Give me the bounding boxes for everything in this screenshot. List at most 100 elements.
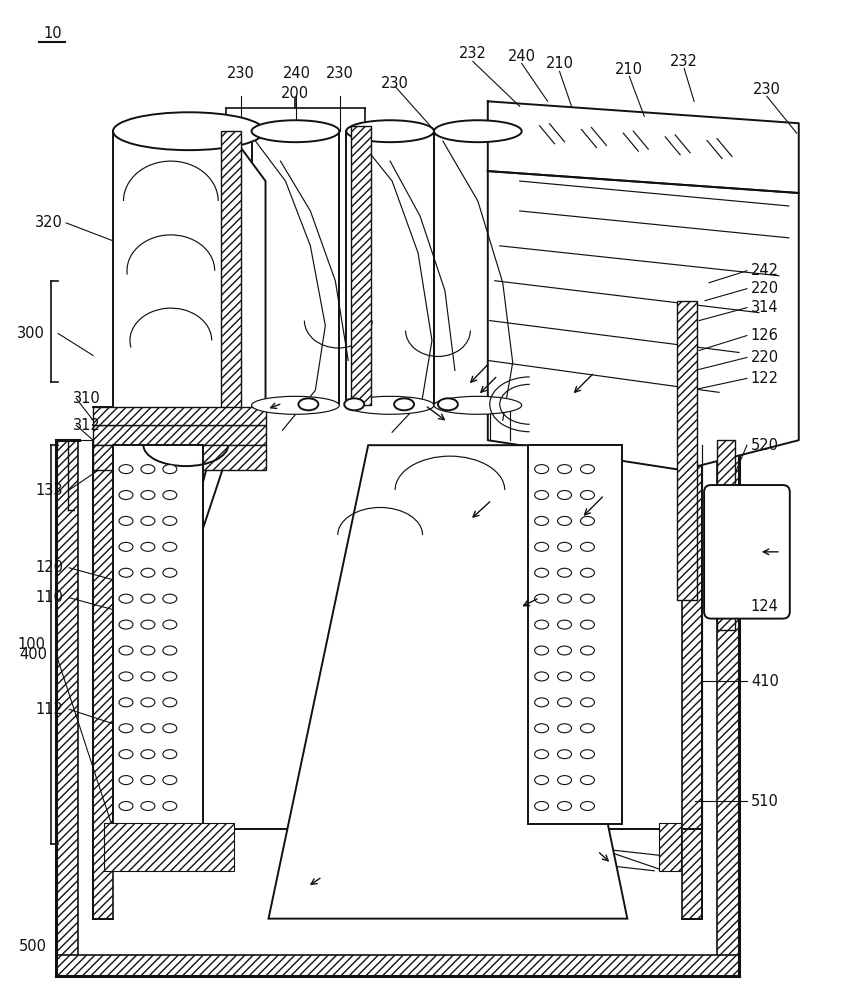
Ellipse shape xyxy=(119,491,133,500)
Ellipse shape xyxy=(394,398,414,410)
Ellipse shape xyxy=(163,516,177,525)
Ellipse shape xyxy=(119,750,133,759)
Ellipse shape xyxy=(535,776,548,785)
Text: 126: 126 xyxy=(751,328,779,343)
Bar xyxy=(660,823,681,871)
Ellipse shape xyxy=(119,594,133,603)
Polygon shape xyxy=(488,171,799,470)
Text: 200: 200 xyxy=(281,86,309,101)
Ellipse shape xyxy=(535,724,548,733)
Ellipse shape xyxy=(119,542,133,551)
Text: 240: 240 xyxy=(282,66,310,81)
Ellipse shape xyxy=(535,802,548,810)
Text: 230: 230 xyxy=(227,66,254,81)
Text: 230: 230 xyxy=(753,82,781,97)
Text: 300: 300 xyxy=(17,326,45,341)
Bar xyxy=(528,445,622,824)
Bar xyxy=(683,440,702,919)
Text: 122: 122 xyxy=(751,371,779,386)
Bar xyxy=(94,440,113,919)
Ellipse shape xyxy=(141,750,155,759)
Text: 100: 100 xyxy=(17,637,45,652)
Text: 210: 210 xyxy=(615,62,643,77)
Ellipse shape xyxy=(346,120,434,142)
Text: 310: 310 xyxy=(73,391,101,406)
Ellipse shape xyxy=(163,491,177,500)
Bar xyxy=(94,445,265,470)
Bar xyxy=(717,440,735,630)
Ellipse shape xyxy=(581,750,594,759)
Ellipse shape xyxy=(581,568,594,577)
Ellipse shape xyxy=(558,646,571,655)
Ellipse shape xyxy=(535,594,548,603)
Ellipse shape xyxy=(141,672,155,681)
Ellipse shape xyxy=(535,568,548,577)
Bar xyxy=(113,445,203,824)
Ellipse shape xyxy=(141,465,155,474)
Ellipse shape xyxy=(558,542,571,551)
Ellipse shape xyxy=(346,396,434,414)
Ellipse shape xyxy=(535,491,548,500)
Ellipse shape xyxy=(119,465,133,474)
Ellipse shape xyxy=(581,594,594,603)
Ellipse shape xyxy=(438,398,458,410)
Ellipse shape xyxy=(581,776,594,785)
Text: 232: 232 xyxy=(459,46,487,61)
Bar xyxy=(56,440,78,976)
Ellipse shape xyxy=(119,646,133,655)
Ellipse shape xyxy=(163,672,177,681)
Ellipse shape xyxy=(119,568,133,577)
Text: 112: 112 xyxy=(36,702,63,717)
Ellipse shape xyxy=(581,724,594,733)
Ellipse shape xyxy=(141,802,155,810)
Bar xyxy=(351,126,371,405)
Ellipse shape xyxy=(163,568,177,577)
Ellipse shape xyxy=(141,698,155,707)
Bar xyxy=(94,425,265,445)
Ellipse shape xyxy=(558,594,571,603)
Ellipse shape xyxy=(119,724,133,733)
Ellipse shape xyxy=(163,802,177,810)
Text: 400: 400 xyxy=(20,647,48,662)
Ellipse shape xyxy=(558,698,571,707)
FancyBboxPatch shape xyxy=(704,485,790,619)
Bar xyxy=(104,823,234,871)
Bar xyxy=(56,955,739,976)
Bar xyxy=(717,440,739,976)
Text: 220: 220 xyxy=(751,281,779,296)
Ellipse shape xyxy=(535,542,548,551)
Ellipse shape xyxy=(434,120,522,142)
Polygon shape xyxy=(113,131,265,440)
Ellipse shape xyxy=(163,750,177,759)
Text: 240: 240 xyxy=(507,49,536,64)
Ellipse shape xyxy=(163,698,177,707)
Ellipse shape xyxy=(558,750,571,759)
Bar xyxy=(94,407,265,425)
Bar xyxy=(221,131,241,440)
Ellipse shape xyxy=(119,620,133,629)
Ellipse shape xyxy=(163,594,177,603)
Ellipse shape xyxy=(141,646,155,655)
Polygon shape xyxy=(113,445,230,824)
Polygon shape xyxy=(269,445,627,919)
Ellipse shape xyxy=(558,516,571,525)
Ellipse shape xyxy=(581,802,594,810)
Text: 124: 124 xyxy=(751,599,779,614)
Ellipse shape xyxy=(535,750,548,759)
Ellipse shape xyxy=(535,620,548,629)
Ellipse shape xyxy=(163,776,177,785)
Ellipse shape xyxy=(344,398,364,410)
Ellipse shape xyxy=(558,491,571,500)
Text: 242: 242 xyxy=(751,263,779,278)
Ellipse shape xyxy=(581,698,594,707)
Text: 510: 510 xyxy=(751,794,779,809)
Text: 320: 320 xyxy=(36,215,63,230)
Ellipse shape xyxy=(558,620,571,629)
Ellipse shape xyxy=(558,776,571,785)
Ellipse shape xyxy=(119,672,133,681)
Text: 120: 120 xyxy=(35,560,63,575)
Ellipse shape xyxy=(558,465,571,474)
Ellipse shape xyxy=(141,776,155,785)
Ellipse shape xyxy=(163,724,177,733)
Text: 230: 230 xyxy=(381,76,409,91)
